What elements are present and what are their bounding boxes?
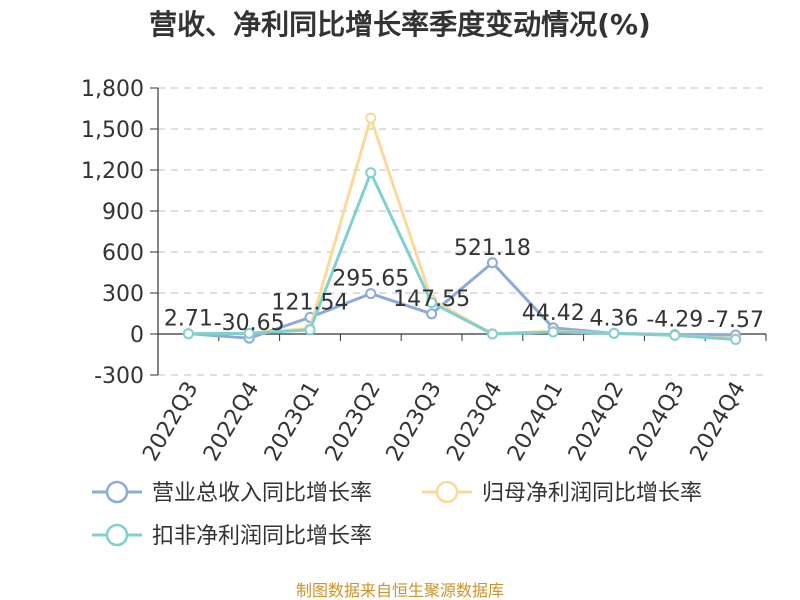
legend-marker xyxy=(105,480,129,504)
source-note: 制图数据来自恒生聚源数据库 xyxy=(296,581,504,600)
x-tick-label: 2024Q1 xyxy=(503,378,568,466)
chart-title: 营收、净利同比增长率季度变动情况(%) xyxy=(149,8,651,41)
legend-marker xyxy=(105,523,129,547)
x-tick-label: 2023Q3 xyxy=(381,377,446,465)
y-tick-label: 1,200 xyxy=(81,159,144,184)
series-3-point xyxy=(182,328,194,340)
y-tick-label: 1,800 xyxy=(81,77,144,102)
data-label: 521.18 xyxy=(454,236,531,261)
data-label: -30.65 xyxy=(214,311,285,336)
x-tick-label: 2023Q1 xyxy=(260,378,325,466)
x-tick-label: 2023Q4 xyxy=(442,378,507,466)
data-label: -7.57 xyxy=(707,308,764,333)
y-tick-label: 1,500 xyxy=(81,118,144,143)
series-1-point xyxy=(426,308,438,320)
series-3-point xyxy=(486,328,498,340)
series-3-point xyxy=(243,327,255,339)
series-3-point xyxy=(608,327,620,339)
series-line-3 xyxy=(188,171,736,341)
x-tick-label: 2024Q3 xyxy=(625,378,690,466)
series-3-point xyxy=(730,333,742,345)
series-1-point xyxy=(365,288,377,300)
series-2-point xyxy=(365,112,377,124)
y-tick-label: 600 xyxy=(102,241,144,266)
legend-item-3[interactable]: 扣非净利润同比增长率 xyxy=(92,523,372,549)
data-label: 295.65 xyxy=(332,267,409,292)
series-3-point xyxy=(365,167,377,179)
legend-label: 营业总收入同比增长率 xyxy=(152,481,372,506)
legend-label: 归母净利润同比增长率 xyxy=(482,481,702,506)
data-label: 147.55 xyxy=(393,287,470,312)
y-tick-label: 900 xyxy=(102,200,144,225)
y-tick-label: 0 xyxy=(130,323,144,348)
data-label: 44.42 xyxy=(522,301,585,326)
data-label: 4.36 xyxy=(590,306,639,331)
series-3-point xyxy=(304,324,316,336)
grid xyxy=(158,87,766,376)
series-3-point xyxy=(547,326,559,338)
series-3-point xyxy=(426,297,438,309)
x-tick-label: 2024Q4 xyxy=(685,378,750,466)
legend-item-2[interactable]: 归母净利润同比增长率 xyxy=(422,480,702,506)
y-tick-label: 300 xyxy=(102,282,144,307)
x-tick-label: 2022Q4 xyxy=(199,378,264,466)
legend-item-1[interactable]: 营业总收入同比增长率 xyxy=(92,480,372,506)
data-label: 121.54 xyxy=(272,290,349,315)
series-1-point xyxy=(486,257,498,269)
x-tick-label: 2023Q2 xyxy=(321,378,386,466)
y-tick-label: -300 xyxy=(94,364,144,389)
data-label: 2.71 xyxy=(164,307,213,332)
series-layer xyxy=(182,112,742,345)
x-tick-label: 2024Q2 xyxy=(564,378,629,466)
x-tick-label: 2022Q3 xyxy=(138,378,203,466)
legend-label: 扣非净利润同比增长率 xyxy=(152,524,372,549)
legend-marker xyxy=(435,480,459,504)
series-3-point xyxy=(669,329,681,341)
data-label: -4.29 xyxy=(646,308,703,333)
